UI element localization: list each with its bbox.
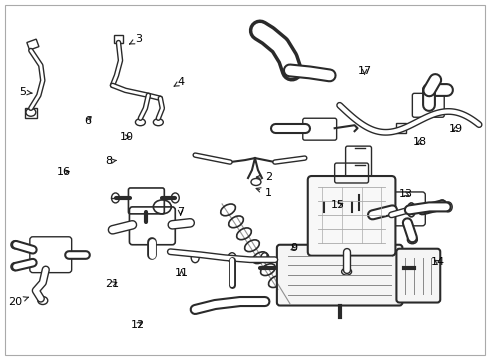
Text: 21: 21 — [105, 279, 119, 289]
FancyBboxPatch shape — [277, 245, 402, 306]
Bar — [114, 35, 123, 42]
Text: 11: 11 — [174, 267, 189, 278]
Bar — [25, 108, 37, 118]
Text: 3: 3 — [130, 35, 142, 44]
Text: 14: 14 — [431, 257, 445, 267]
Text: 8: 8 — [106, 156, 116, 166]
Text: 5: 5 — [20, 87, 32, 97]
Text: 12: 12 — [130, 320, 145, 330]
Text: 7: 7 — [177, 207, 184, 217]
Text: 10: 10 — [120, 132, 134, 142]
Text: 15: 15 — [331, 200, 345, 210]
Text: 16: 16 — [56, 167, 71, 177]
Text: 19: 19 — [449, 124, 463, 134]
Text: 1: 1 — [256, 188, 272, 198]
FancyBboxPatch shape — [308, 176, 395, 256]
Text: 4: 4 — [174, 77, 184, 87]
Text: 2: 2 — [256, 172, 272, 182]
Bar — [396, 123, 406, 133]
Text: 6: 6 — [84, 116, 91, 126]
Text: 13: 13 — [399, 189, 413, 199]
Text: 9: 9 — [290, 243, 297, 253]
FancyBboxPatch shape — [396, 249, 440, 302]
Text: 17: 17 — [358, 66, 371, 76]
Text: 18: 18 — [413, 138, 427, 147]
Text: 20: 20 — [8, 297, 28, 307]
Bar — [27, 39, 39, 50]
